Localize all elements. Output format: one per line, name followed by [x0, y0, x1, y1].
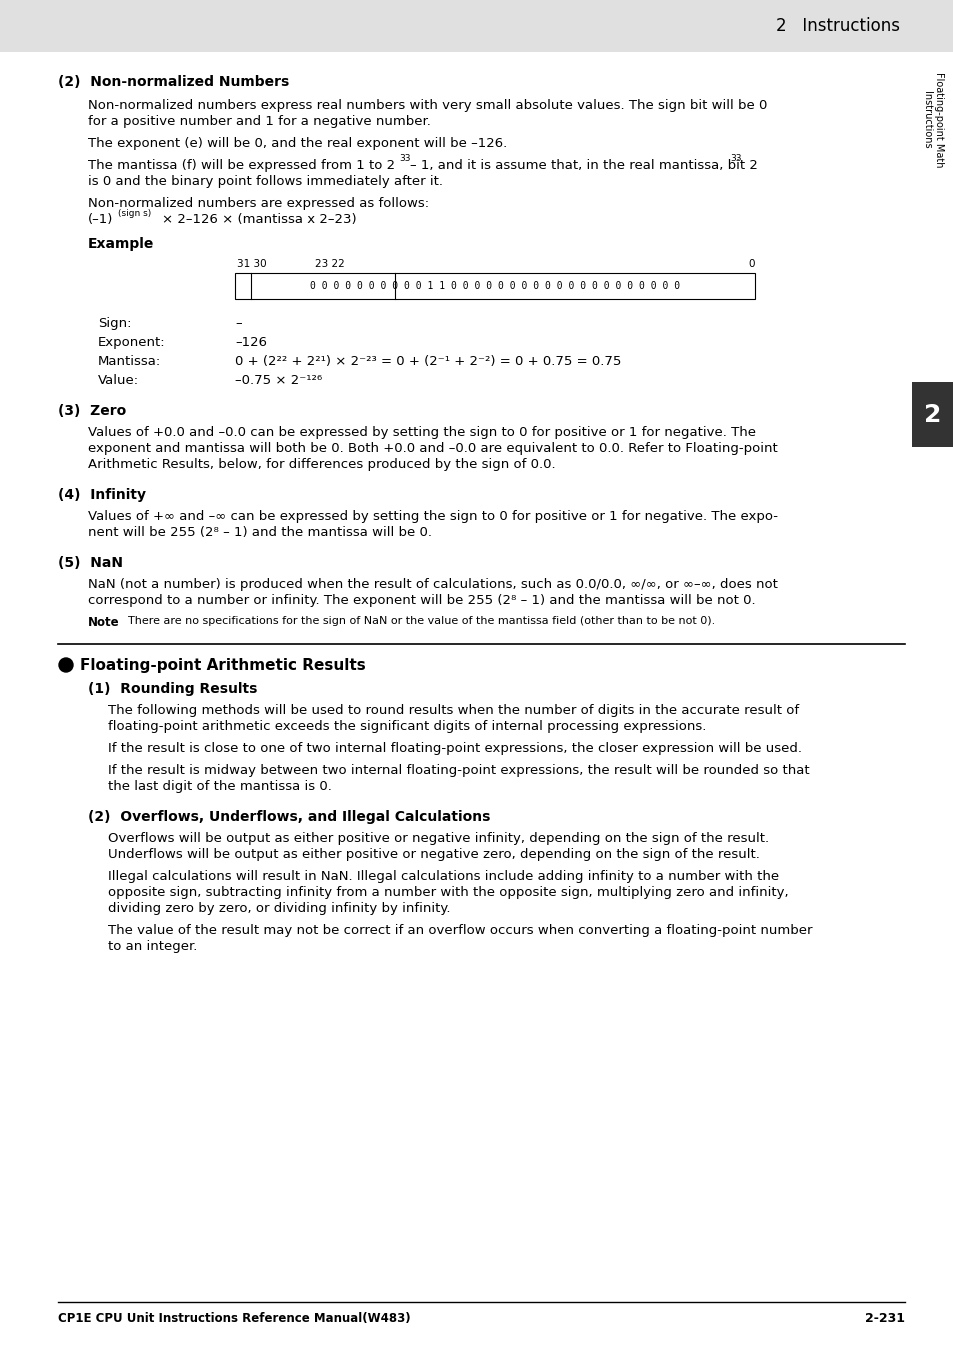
Text: Floating-point Math
Instructions: Floating-point Math Instructions [921, 72, 943, 167]
Text: Exponent:: Exponent: [98, 336, 166, 350]
Text: The following methods will be used to round results when the number of digits in: The following methods will be used to ro… [108, 703, 799, 717]
Text: Floating-point Arithmetic Results: Floating-point Arithmetic Results [80, 657, 365, 674]
Text: floating-point arithmetic exceeds the significant digits of internal processing : floating-point arithmetic exceeds the si… [108, 720, 705, 733]
Text: 33: 33 [729, 154, 740, 163]
Text: Non-normalized numbers express real numbers with very small absolute values. The: Non-normalized numbers express real numb… [88, 99, 766, 112]
Text: the last digit of the mantissa is 0.: the last digit of the mantissa is 0. [108, 780, 332, 792]
Text: (–1): (–1) [88, 213, 113, 225]
Text: –126: –126 [234, 336, 267, 350]
Text: Sign:: Sign: [98, 317, 132, 329]
Text: (2)  Non-normalized Numbers: (2) Non-normalized Numbers [58, 76, 289, 89]
Text: is 0 and the binary point follows immediately after it.: is 0 and the binary point follows immedi… [88, 176, 442, 188]
Text: 2: 2 [923, 402, 941, 427]
Text: opposite sign, subtracting infinity from a number with the opposite sign, multip: opposite sign, subtracting infinity from… [108, 886, 788, 899]
Text: Non-normalized numbers are expressed as follows:: Non-normalized numbers are expressed as … [88, 197, 429, 211]
Text: Illegal calculations will result in NaN. Illegal calculations include adding inf: Illegal calculations will result in NaN.… [108, 869, 779, 883]
Text: for a positive number and 1 for a negative number.: for a positive number and 1 for a negati… [88, 115, 431, 128]
Bar [911, 53, 953, 382]
Text: 2-231: 2-231 [864, 1312, 904, 1324]
Text: Overflows will be output as either positive or negative infinity, depending on t: Overflows will be output as either posit… [108, 832, 768, 845]
Text: The exponent (e) will be 0, and the real exponent will be –126.: The exponent (e) will be 0, and the real… [88, 136, 507, 150]
Text: CP1E CPU Unit Instructions Reference Manual(W483): CP1E CPU Unit Instructions Reference Man… [58, 1312, 410, 1324]
Text: (2)  Overflows, Underflows, and Illegal Calculations: (2) Overflows, Underflows, and Illegal C… [88, 810, 490, 824]
Text: Values of +0.0 and –0.0 can be expressed by setting the sign to 0 for positive o: Values of +0.0 and –0.0 can be expressed… [88, 427, 755, 439]
Text: (1)  Rounding Results: (1) Rounding Results [88, 682, 257, 697]
Bar [234, 273, 754, 298]
Text: 0 + (2²² + 2²¹) × 2⁻²³ = 0 + (2⁻¹ + 2⁻²) = 0 + 0.75 = 0.75: 0 + (2²² + 2²¹) × 2⁻²³ = 0 + (2⁻¹ + 2⁻²)… [234, 355, 620, 369]
Text: Mantissa:: Mantissa: [98, 355, 161, 369]
Text: –0.75 × 2⁻¹²⁶: –0.75 × 2⁻¹²⁶ [234, 374, 322, 387]
Text: dividing zero by zero, or dividing infinity by infinity.: dividing zero by zero, or dividing infin… [108, 902, 450, 915]
Text: (3)  Zero: (3) Zero [58, 404, 126, 418]
Text: – 1, and it is assume that, in the real mantissa, bit 2: – 1, and it is assume that, in the real … [410, 159, 757, 171]
Text: The value of the result may not be correct if an overflow occurs when converting: The value of the result may not be corre… [108, 923, 812, 937]
Circle shape [59, 657, 73, 672]
Text: 23 22: 23 22 [314, 259, 344, 269]
Text: 2   Instructions: 2 Instructions [775, 18, 899, 35]
Text: nent will be 255 (2⁸ – 1) and the mantissa will be 0.: nent will be 255 (2⁸ – 1) and the mantis… [88, 526, 432, 539]
Text: Values of +∞ and –∞ can be expressed by setting the sign to 0 for positive or 1 : Values of +∞ and –∞ can be expressed by … [88, 510, 778, 522]
Text: (sign s): (sign s) [118, 209, 152, 217]
Text: exponent and mantissa will both be 0. Both +0.0 and –0.0 are equivalent to 0.0. : exponent and mantissa will both be 0. Bo… [88, 441, 777, 455]
Text: (4)  Infinity: (4) Infinity [58, 487, 146, 502]
Text: 33: 33 [398, 154, 410, 163]
Bar [911, 382, 953, 447]
Text: Underflows will be output as either positive or negative zero, depending on the : Underflows will be output as either posi… [108, 848, 760, 861]
Text: Arithmetic Results, below, for differences produced by the sign of 0.0.: Arithmetic Results, below, for differenc… [88, 458, 555, 471]
Text: If the result is midway between two internal floating-point expressions, the res: If the result is midway between two inte… [108, 764, 809, 778]
Text: (5)  NaN: (5) NaN [58, 556, 123, 570]
Text: Value:: Value: [98, 374, 139, 387]
Text: Example: Example [88, 238, 154, 251]
Text: 0: 0 [748, 259, 754, 269]
Text: 0 0 0 0 0 0 0 0 0 0 1 1 0 0 0 0 0 0 0 0 0 0 0 0 0 0 0 0 0 0 0 0: 0 0 0 0 0 0 0 0 0 0 1 1 0 0 0 0 0 0 0 0 … [310, 281, 679, 292]
Text: Note: Note [88, 616, 119, 629]
Text: × 2–126 × (mantissa x 2–23): × 2–126 × (mantissa x 2–23) [162, 213, 356, 225]
Text: If the result is close to one of two internal floating-point expressions, the cl: If the result is close to one of two int… [108, 743, 801, 755]
Bar [0, 0, 953, 53]
Text: NaN (not a number) is produced when the result of calculations, such as 0.0/0.0,: NaN (not a number) is produced when the … [88, 578, 777, 591]
Text: to an integer.: to an integer. [108, 940, 197, 953]
Text: 31 30: 31 30 [236, 259, 266, 269]
Text: correspond to a number or infinity. The exponent will be 255 (2⁸ – 1) and the ma: correspond to a number or infinity. The … [88, 594, 755, 608]
Text: The mantissa (f) will be expressed from 1 to 2: The mantissa (f) will be expressed from … [88, 159, 395, 171]
Text: There are no specifications for the sign of NaN or the value of the mantissa fie: There are no specifications for the sign… [121, 616, 715, 626]
Text: –: – [234, 317, 241, 329]
